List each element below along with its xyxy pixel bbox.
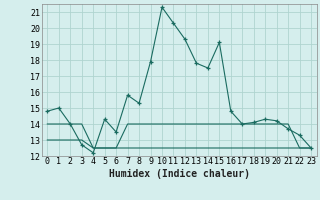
- X-axis label: Humidex (Indice chaleur): Humidex (Indice chaleur): [109, 169, 250, 179]
